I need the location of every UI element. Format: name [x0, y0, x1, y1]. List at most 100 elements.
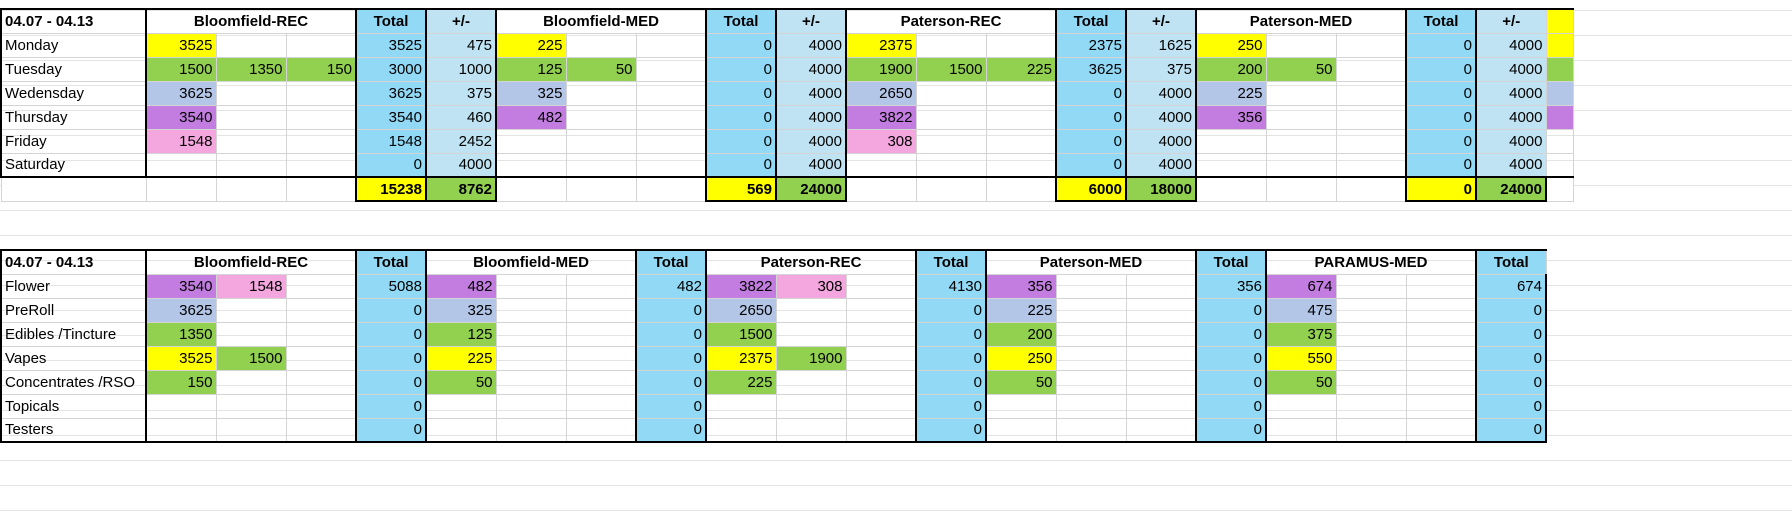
value-cell[interactable]: [285, 297, 357, 323]
total-cell[interactable]: 0: [635, 345, 707, 371]
value-cell[interactable]: 3525: [145, 32, 217, 58]
value-cell[interactable]: [635, 104, 707, 130]
store-header[interactable]: Bloomfield-MED: [425, 249, 637, 275]
value-cell[interactable]: [915, 152, 987, 178]
total-cell[interactable]: 3000: [355, 56, 427, 82]
value-cell[interactable]: 150: [145, 369, 217, 395]
total-cell[interactable]: 1548: [355, 128, 427, 154]
value-cell[interactable]: [285, 321, 357, 347]
total-cell[interactable]: 0: [1405, 80, 1477, 106]
value-cell[interactable]: [1405, 345, 1477, 371]
value-cell[interactable]: [1335, 393, 1407, 419]
value-cell[interactable]: [285, 393, 357, 419]
total-cell[interactable]: 0: [1405, 104, 1477, 130]
total-cell[interactable]: 3525: [355, 32, 427, 58]
grand-diff-cell[interactable]: 24000: [775, 176, 847, 202]
value-cell[interactable]: 674: [1265, 273, 1337, 299]
value-cell[interactable]: [215, 128, 287, 154]
value-cell[interactable]: [1055, 417, 1127, 443]
value-cell[interactable]: [985, 152, 1057, 178]
value-cell[interactable]: 482: [495, 104, 567, 130]
total-cell[interactable]: 0: [1195, 369, 1267, 395]
total-cell[interactable]: 482: [635, 273, 707, 299]
total-cell[interactable]: 0: [705, 56, 777, 82]
value-cell[interactable]: [1335, 152, 1407, 178]
value-cell[interactable]: 1900: [845, 56, 917, 82]
value-cell[interactable]: 550: [1265, 345, 1337, 371]
value-cell[interactable]: [775, 417, 847, 443]
row-label[interactable]: Flower: [0, 273, 147, 299]
total-cell[interactable]: 0: [1475, 393, 1547, 419]
value-cell[interactable]: 50: [1265, 369, 1337, 395]
value-cell[interactable]: [1265, 417, 1337, 443]
store-header[interactable]: Paterson-MED: [985, 249, 1197, 275]
value-cell[interactable]: [285, 369, 357, 395]
total-cell[interactable]: 0: [915, 417, 987, 443]
diff-header[interactable]: +/-: [1125, 8, 1197, 34]
value-cell[interactable]: 50: [425, 369, 497, 395]
blank-cell[interactable]: [145, 176, 217, 202]
value-cell[interactable]: 2375: [845, 32, 917, 58]
diff-cell[interactable]: 4000: [775, 80, 847, 106]
value-cell[interactable]: 125: [425, 321, 497, 347]
row-label[interactable]: Saturday: [0, 152, 147, 178]
total-cell[interactable]: 3625: [355, 80, 427, 106]
total-cell[interactable]: 0: [1055, 80, 1127, 106]
value-cell[interactable]: [985, 128, 1057, 154]
value-cell[interactable]: 1500: [915, 56, 987, 82]
value-cell[interactable]: [565, 345, 637, 371]
value-cell[interactable]: [215, 417, 287, 443]
value-cell[interactable]: [565, 152, 637, 178]
row-label[interactable]: Topicals: [0, 393, 147, 419]
total-cell[interactable]: 0: [355, 417, 427, 443]
total-cell[interactable]: 0: [915, 297, 987, 323]
value-cell[interactable]: [1125, 321, 1197, 347]
value-cell[interactable]: 250: [985, 345, 1057, 371]
value-cell[interactable]: 225: [985, 56, 1057, 82]
row-label[interactable]: Friday: [0, 128, 147, 154]
value-cell[interactable]: 150: [285, 56, 357, 82]
value-cell[interactable]: [845, 297, 917, 323]
value-cell[interactable]: [565, 273, 637, 299]
diff-cell[interactable]: 4000: [1475, 32, 1547, 58]
value-cell[interactable]: [985, 393, 1057, 419]
value-cell[interactable]: [1265, 393, 1337, 419]
total-cell[interactable]: 0: [635, 393, 707, 419]
value-cell[interactable]: [495, 393, 567, 419]
value-cell[interactable]: [215, 393, 287, 419]
grand-total-cell[interactable]: 6000: [1055, 176, 1127, 202]
value-cell[interactable]: [1265, 104, 1337, 130]
value-cell[interactable]: 325: [495, 80, 567, 106]
value-cell[interactable]: [1405, 369, 1477, 395]
total-cell[interactable]: 0: [1195, 345, 1267, 371]
value-cell[interactable]: 482: [425, 273, 497, 299]
value-cell[interactable]: 3540: [145, 273, 217, 299]
value-cell[interactable]: [145, 393, 217, 419]
total-cell[interactable]: 0: [355, 369, 427, 395]
value-cell[interactable]: [1055, 273, 1127, 299]
value-cell[interactable]: [565, 417, 637, 443]
value-cell[interactable]: [915, 32, 987, 58]
total-header[interactable]: Total: [1475, 249, 1547, 275]
total-cell[interactable]: 0: [1405, 152, 1477, 178]
total-cell[interactable]: 0: [355, 152, 427, 178]
cut-off-cell[interactable]: [1545, 152, 1574, 178]
value-cell[interactable]: 225: [705, 369, 777, 395]
value-cell[interactable]: [845, 273, 917, 299]
total-header[interactable]: Total: [355, 249, 427, 275]
value-cell[interactable]: [1195, 128, 1267, 154]
value-cell[interactable]: 3822: [705, 273, 777, 299]
value-cell[interactable]: [775, 321, 847, 347]
value-cell[interactable]: [1265, 80, 1337, 106]
row-label[interactable]: Edibles /Tincture: [0, 321, 147, 347]
diff-cell[interactable]: 4000: [775, 32, 847, 58]
diff-cell[interactable]: 460: [425, 104, 497, 130]
total-cell[interactable]: 3540: [355, 104, 427, 130]
total-cell[interactable]: 0: [1195, 321, 1267, 347]
value-cell[interactable]: [1195, 152, 1267, 178]
value-cell[interactable]: [145, 152, 217, 178]
value-cell[interactable]: [565, 80, 637, 106]
total-cell[interactable]: 0: [635, 417, 707, 443]
value-cell[interactable]: [285, 80, 357, 106]
value-cell[interactable]: [565, 128, 637, 154]
